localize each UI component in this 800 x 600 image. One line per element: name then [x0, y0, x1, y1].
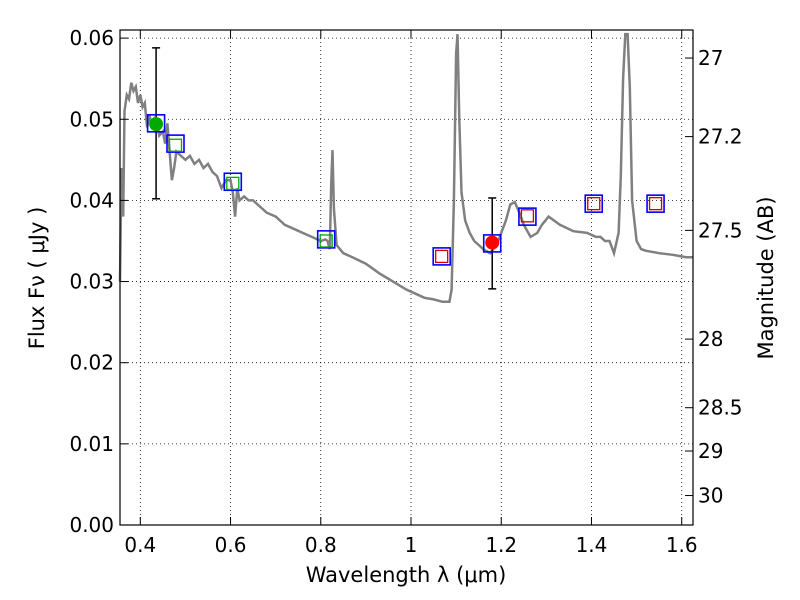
mag-tick-label: 30: [698, 484, 723, 508]
measured-point: [485, 235, 500, 250]
y-axis-right-title: Magnitude (AB): [754, 196, 778, 359]
x-axis-title: Wavelength λ (μm): [306, 563, 507, 587]
upper-limit-square: [520, 209, 535, 223]
x-tick-label: 1.2: [485, 533, 517, 557]
model-photometry-square: [146, 114, 166, 133]
mag-tick-label: 27.2: [698, 125, 743, 149]
y-tick-label: 0.03: [69, 270, 114, 294]
photometry-markers: [146, 114, 665, 266]
grid-lines: [120, 30, 693, 526]
mag-tick-label: 27: [698, 46, 723, 70]
y-tick-label: 0.02: [69, 351, 114, 375]
y-axis-title: Flux Fν ( μJy ): [25, 207, 49, 350]
mag-tick-label: 28.5: [698, 396, 743, 420]
y-tick-label: 0.04: [69, 188, 114, 212]
spectrum-line: [118, 32, 693, 304]
model-photometry-square: [316, 230, 336, 249]
y-tick-label: 0.06: [69, 26, 114, 50]
y-tick-label: 0.05: [69, 107, 114, 131]
detection-square: [319, 234, 333, 248]
mag-tick-label: 27.5: [698, 218, 743, 242]
x-tick-label: 1.6: [666, 533, 698, 557]
y-tick-label: 0.00: [69, 513, 114, 537]
upper-limit-square: [587, 197, 601, 211]
model-photometry-square: [584, 194, 604, 213]
y-tick-label: 0.01: [69, 432, 114, 456]
upper-limit-square: [435, 249, 449, 264]
x-tick-label: 1: [405, 533, 418, 557]
model-photometry-square: [166, 134, 185, 153]
x-tick-label: 1.4: [576, 533, 608, 557]
detection-square: [168, 138, 183, 152]
axis-ticks: 0.4 0.6 0.8 1 1.2 1.4 1.6 0.00 0.01 0.02 0.03 0.04 0…: [69, 26, 742, 557]
model-photometry-square: [432, 247, 451, 266]
upper-limit-square: [648, 197, 663, 211]
model-photometry-square: [646, 194, 665, 213]
plot-frame: [119, 29, 694, 526]
model-photometry-square: [223, 172, 243, 192]
model-photometry-square: [482, 234, 502, 253]
mag-tick-label: 28: [698, 327, 723, 351]
plot-area: [118, 32, 693, 304]
x-tick-label: 0.4: [124, 533, 156, 557]
measured-point: [149, 117, 164, 132]
mag-tick-label: 29: [698, 439, 723, 463]
x-tick-label: 0.6: [215, 533, 247, 557]
x-tick-label: 0.8: [305, 533, 337, 557]
detection-square: [226, 176, 240, 191]
model-photometry-square: [518, 207, 537, 226]
